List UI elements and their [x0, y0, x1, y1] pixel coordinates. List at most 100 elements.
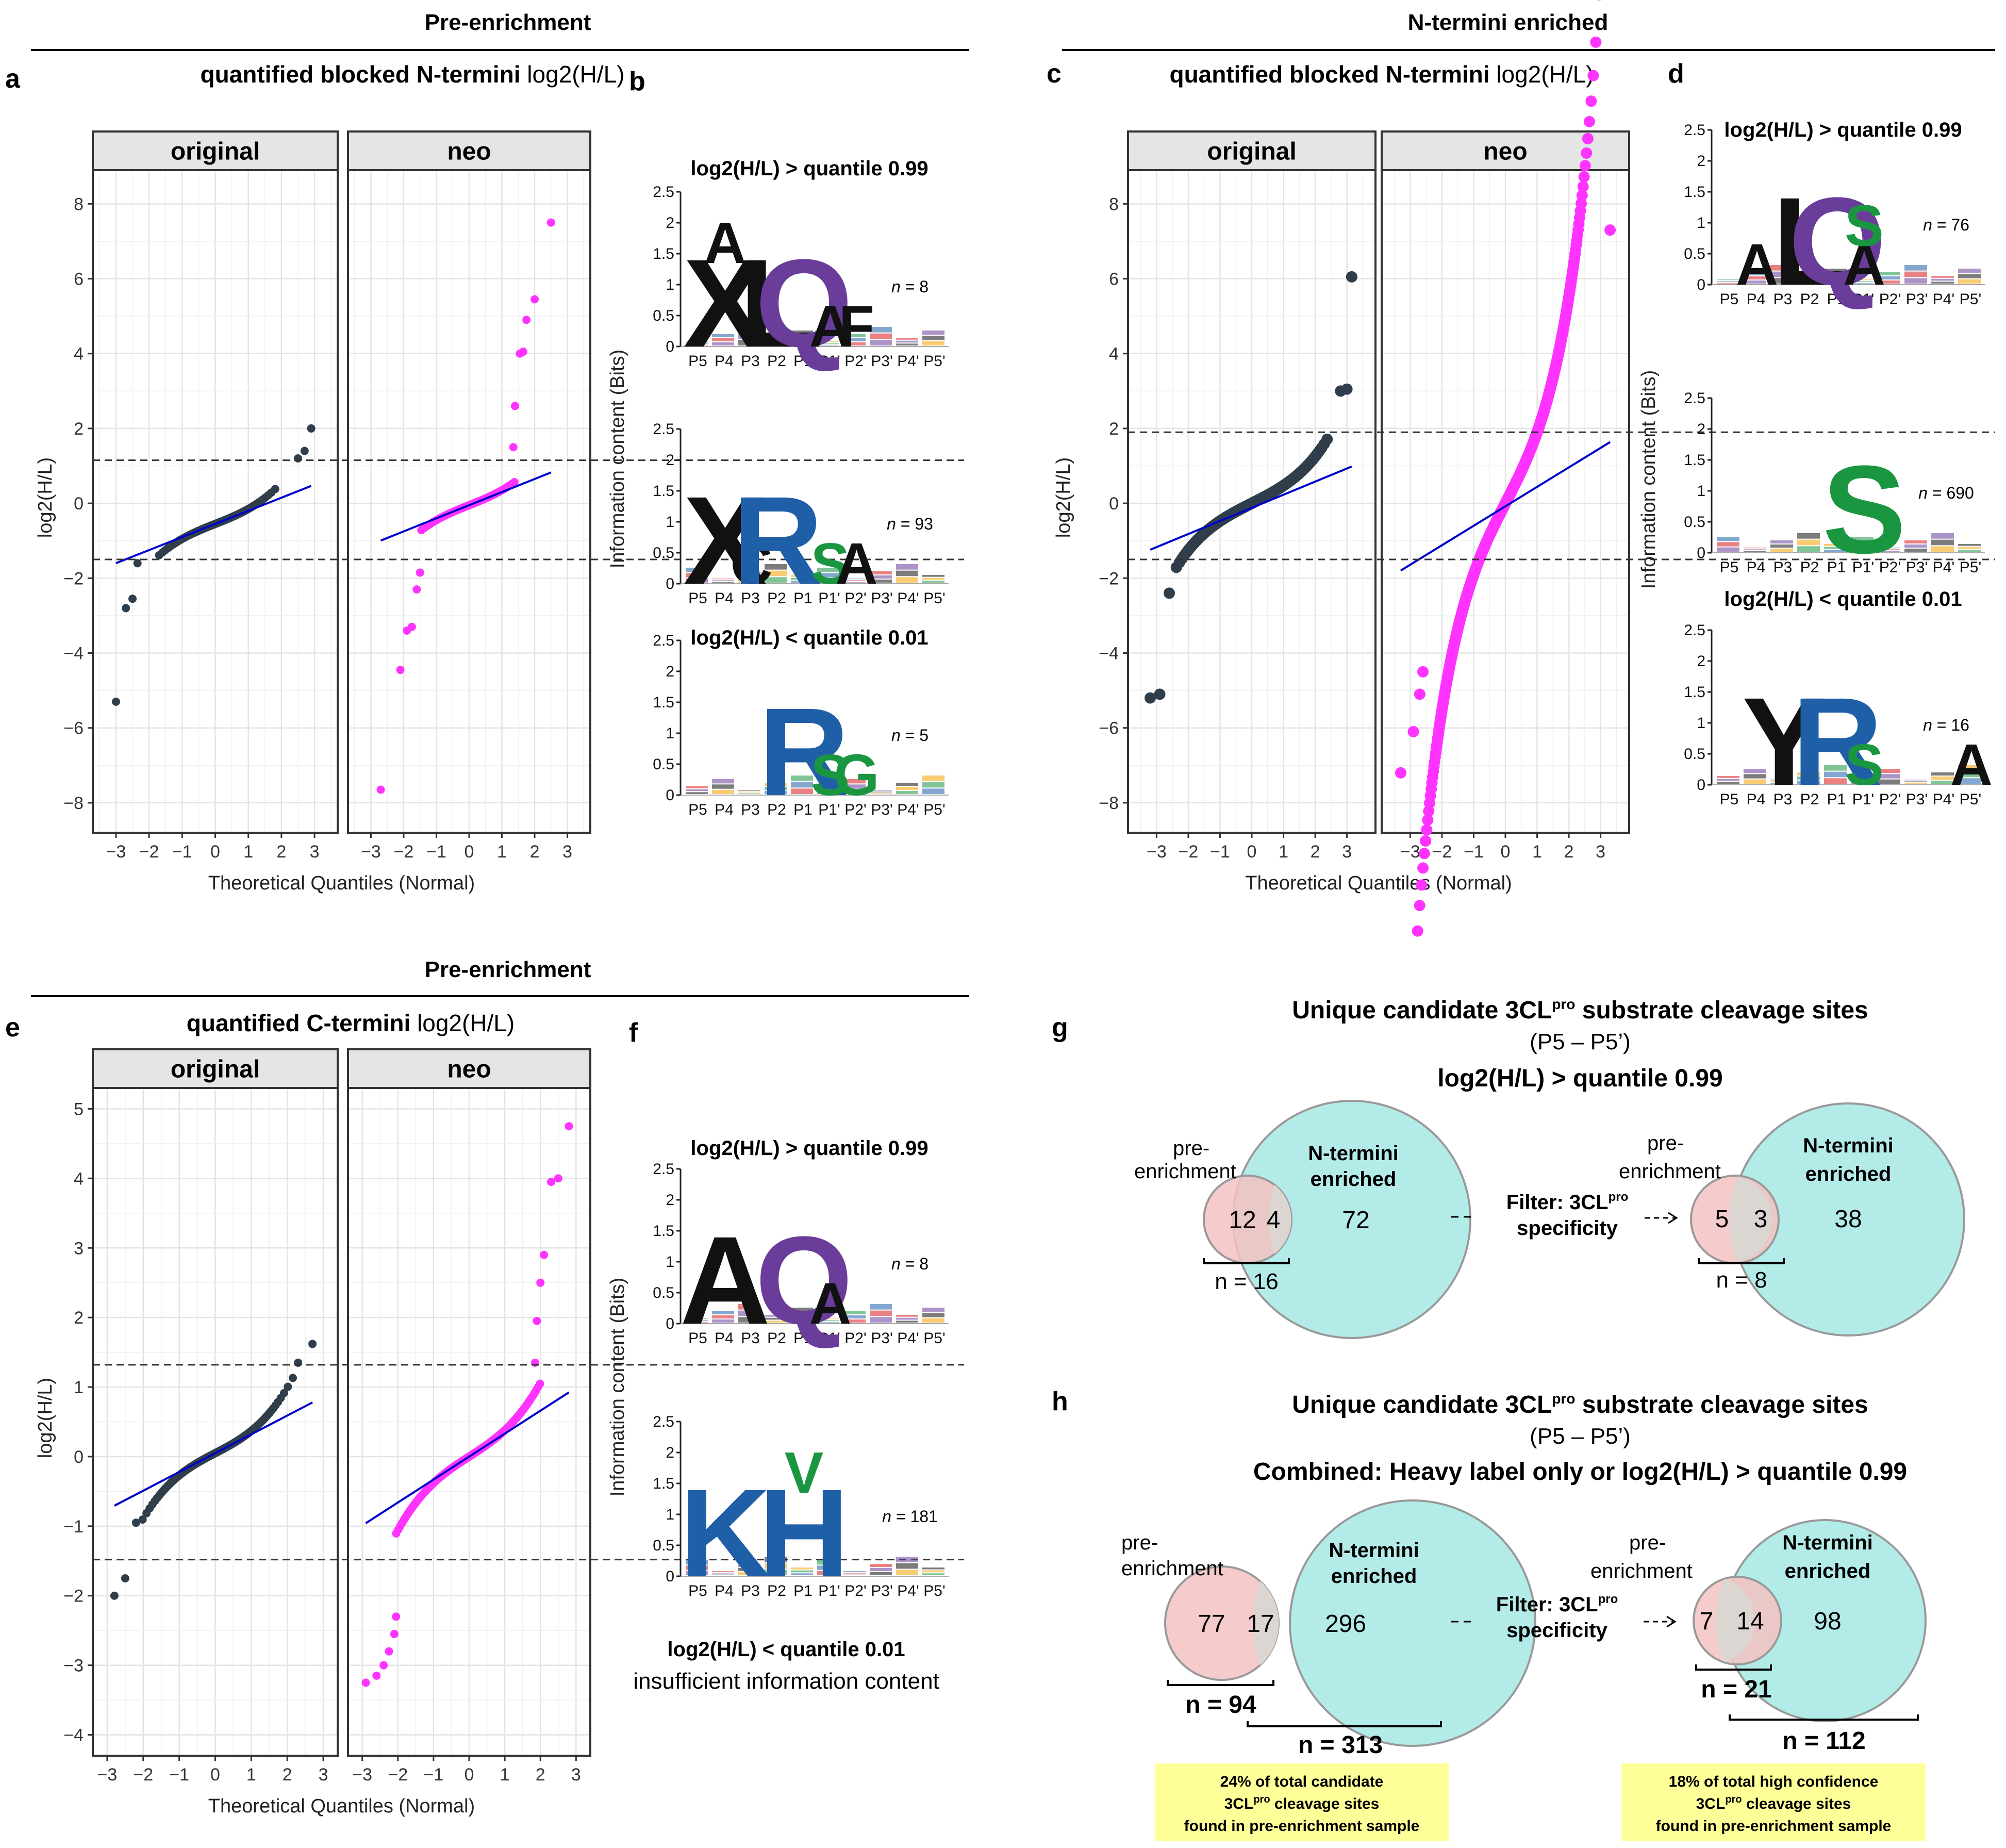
- x-tick-label: 2: [1311, 842, 1320, 862]
- logo-bg-stack: [738, 1568, 760, 1571]
- y-tick-label: 5: [74, 1099, 84, 1119]
- seq-logos-f: log2(H/L) > quantile 0.99 0 0.5 1 1.5 2 2.5 P5 P…: [653, 1137, 949, 1603]
- logo-bg-stack: [712, 334, 734, 337]
- logo-pos-label: P4': [1933, 291, 1954, 308]
- note-box-right: [1621, 1763, 1926, 1841]
- logo-bg-stack: [1824, 279, 1847, 284]
- qq-xlabel-e: Theoretical Quantiles (Normal): [208, 1795, 475, 1817]
- logo-letter: S: [1845, 193, 1884, 258]
- logo-bg-stack: [843, 342, 866, 345]
- logo-bg-stack: [817, 341, 839, 342]
- logo-b-2: log2(H/L) < quantile 0.01 0 0.5 1 1.5 2 2.5 P5 P…: [653, 626, 949, 822]
- y-tick-label: 0: [74, 1447, 84, 1467]
- qq-point: [1418, 848, 1430, 860]
- logo-pos-label: P2': [844, 1582, 866, 1599]
- logo-pos-label: P5': [1960, 791, 1981, 808]
- logo-letter: R: [733, 471, 823, 610]
- venn-g-right-nterm-label: N-termini: [1803, 1134, 1894, 1157]
- logo-bg-stack: [1717, 776, 1739, 778]
- logo-y-tick: 2: [1697, 153, 1705, 170]
- qq-point: [1154, 688, 1166, 700]
- logo-bg-stack: [922, 782, 944, 788]
- facet-strip: [347, 130, 591, 171]
- logo-bg-stack: [686, 578, 708, 583]
- logo-y-tick: 2: [666, 663, 674, 680]
- logo-bg-stack: [817, 568, 839, 572]
- qq-point: [1583, 116, 1595, 127]
- logo-pos-label: P4': [897, 1582, 919, 1599]
- logo-letter: L: [739, 234, 816, 373]
- logo-bg-stack: [765, 343, 787, 345]
- logo-bg-stack: [922, 575, 944, 577]
- logo-y-tick: 2.5: [653, 1161, 674, 1178]
- logo-bg-stack: [843, 784, 866, 789]
- logo-bg-stack: [1797, 546, 1820, 552]
- logo-bg-stack: [791, 578, 813, 580]
- logo-pos-label: P3: [741, 353, 760, 370]
- logo-bg-stack: [843, 779, 866, 784]
- logo-bg-stack: [738, 1317, 760, 1323]
- facet-strip: [347, 1048, 591, 1089]
- logo-y-tick: 0: [666, 787, 674, 804]
- logo-bg-stack: [870, 340, 892, 345]
- logo-bg-stack: [686, 1560, 708, 1565]
- qq-point: [1597, 0, 1601, 1]
- qq-point: [510, 402, 519, 410]
- logo-bg-stack: [1851, 537, 1874, 541]
- logo-bg-stack: [1797, 276, 1820, 278]
- logo-pos-label: P2: [1800, 559, 1819, 576]
- logo-bg-stack: [738, 575, 760, 579]
- venn-h-right-n-pre: n = 21: [1701, 1676, 1771, 1703]
- logo-bg-stack: [1744, 276, 1766, 279]
- qq-point: [131, 1519, 140, 1527]
- logo-pos-label: P4: [715, 353, 734, 370]
- y-tick-label: −8: [1099, 794, 1119, 813]
- note-right-sites: cleavage sites: [1742, 1795, 1851, 1812]
- y-tick-label: 8: [1109, 194, 1119, 214]
- x-tick-label: 2: [536, 1765, 545, 1785]
- logo-bg-stack: [896, 343, 918, 345]
- logo-n-label: n = 8: [891, 277, 929, 296]
- logo-bg-stack: [896, 570, 918, 576]
- x-tick-label: 0: [465, 842, 474, 862]
- venn-g-left-nterm-only: 72: [1342, 1207, 1369, 1234]
- logo-pos-label: P3': [1906, 291, 1928, 308]
- logo-bg-stack: [712, 1319, 734, 1323]
- logo-pos-label: P1: [793, 590, 813, 607]
- logo-letter: Y: [1742, 672, 1826, 812]
- logo-bg-stack: [870, 571, 892, 574]
- qq-point: [1422, 814, 1434, 826]
- logo-pos-label: P5': [923, 801, 945, 818]
- logo-bg-stack: [896, 340, 918, 343]
- facet-strip: [92, 130, 339, 171]
- qq-point: [1579, 160, 1591, 172]
- venn-g-left-pre-label2: enrichment: [1134, 1160, 1236, 1183]
- qq-point: [1417, 862, 1429, 874]
- logo-pos-label: P1': [818, 1330, 840, 1347]
- x-tick-label: 3: [571, 1765, 581, 1785]
- x-tick-label: −3: [352, 1765, 372, 1785]
- qq-point: [392, 1612, 401, 1621]
- x-tick-label: 2: [276, 842, 286, 862]
- logo-bg-stack: [686, 786, 708, 788]
- logo-pos-label: P5: [1720, 791, 1739, 808]
- qq-point: [121, 1574, 129, 1583]
- logo-y-tick: 2: [1697, 653, 1705, 670]
- logo-bg-stack: [765, 1557, 787, 1562]
- qq-point: [407, 622, 416, 631]
- y-tick-label: 2: [1109, 419, 1119, 439]
- logo-bg-stack: [870, 1317, 892, 1323]
- logo-pos-label: P4: [1747, 559, 1766, 576]
- qq-xlabel-c: Theoretical Quantiles (Normal): [1245, 872, 1512, 894]
- logo-bg-stack: [817, 789, 839, 791]
- logo-bg-stack: [686, 792, 708, 794]
- logo-bg-stack: [1717, 281, 1739, 282]
- logo-title: log2(H/L) > quantile 0.99: [1724, 119, 1962, 141]
- qq-point: [1578, 171, 1590, 183]
- logo-bg-stack: [1931, 777, 1954, 780]
- logo-bg-stack: [1797, 777, 1820, 780]
- logo-y-tick: 0.5: [1684, 245, 1705, 262]
- header-nterm-enriched: N-termini enriched: [1408, 10, 1609, 35]
- logo-f-1: 0 0.5 1 1.5 2 2.5 P5 P4 P3 P2 P1 P1' P2' P3' P4' P5' n =…: [653, 1413, 949, 1603]
- logo-y-tick: 0: [666, 1568, 674, 1585]
